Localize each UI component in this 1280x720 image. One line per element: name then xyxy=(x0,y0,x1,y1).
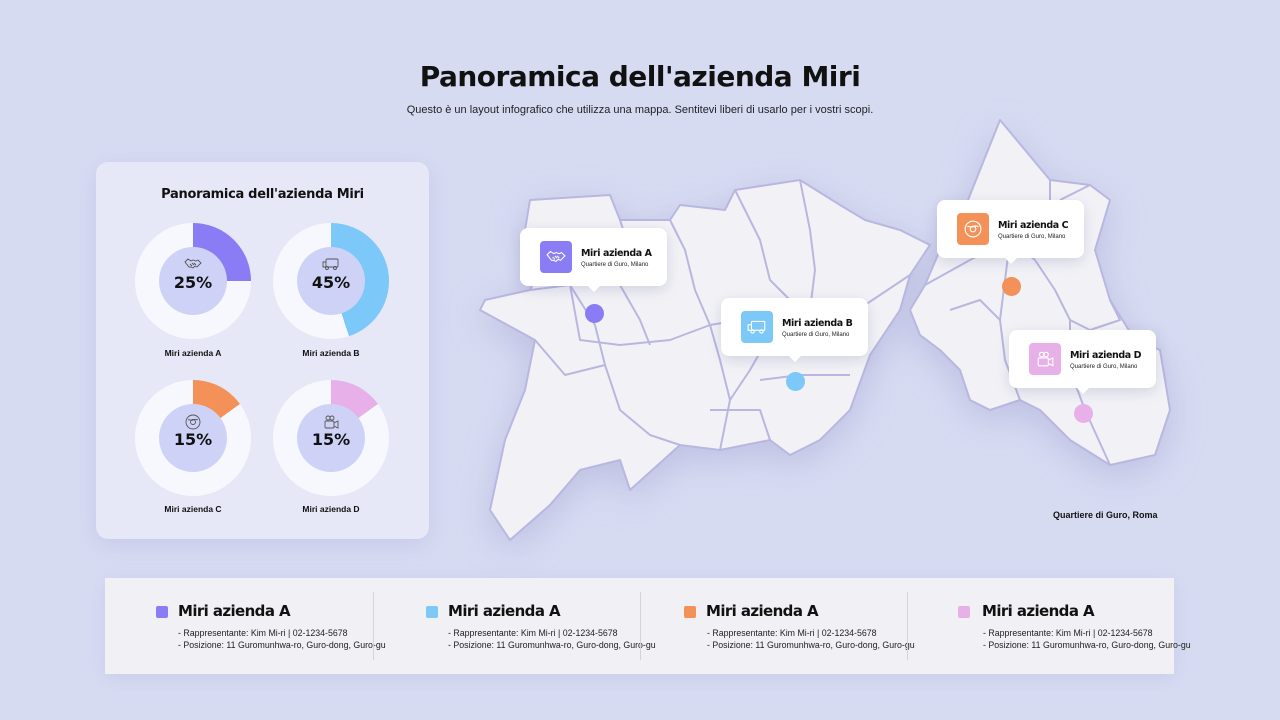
color-swatch xyxy=(684,606,696,618)
callout-title: Miri azienda D xyxy=(1070,350,1142,361)
video-camera-icon xyxy=(297,414,365,435)
company-info-bar: Miri azienda A - Rappresentante: Kim Mi-… xyxy=(105,578,1191,674)
map-callout-a[interactable]: Miri azienda A Quartiere di Guro, Milano xyxy=(520,228,667,292)
callout-title: Miri azienda B xyxy=(782,318,853,329)
callout-title: Miri azienda A xyxy=(581,248,652,259)
info-position: - Posizione: 11 Guromunhwa-ro, Guro-dong… xyxy=(707,640,915,650)
info-item: Miri azienda A - Rappresentante: Kim Mi-… xyxy=(105,578,386,674)
donut-chart-b: 45% xyxy=(273,223,389,339)
donut-value: 25% xyxy=(173,273,213,292)
callout-title: Miri azienda C xyxy=(998,220,1069,231)
callout-location: Quartiere di Guro, Milano xyxy=(782,332,850,338)
donut-chart-a: 25% xyxy=(135,223,251,339)
page-subtitle: Questo è un layout infografico che utili… xyxy=(406,104,874,116)
truck-icon xyxy=(297,257,365,276)
donut-label: Miri azienda A xyxy=(164,348,222,358)
donut-chart-d: 15% xyxy=(273,380,389,496)
info-position: - Posizione: 11 Guromunhwa-ro, Guro-dong… xyxy=(178,640,386,650)
map-pin-c[interactable] xyxy=(1002,277,1021,296)
info-position: - Posizione: 11 Guromunhwa-ro, Guro-dong… xyxy=(983,640,1191,650)
map-callout-d[interactable]: Miri azienda D Quartiere di Guro, Milano xyxy=(1009,330,1156,394)
handshake-icon xyxy=(540,241,572,273)
info-representative: - Rappresentante: Kim Mi-ri | 02-1234-56… xyxy=(448,628,618,638)
info-title: Miri azienda A xyxy=(178,602,291,620)
map-caption: Quartiere di Guro, Roma xyxy=(1053,510,1158,520)
divider xyxy=(640,592,641,660)
info-title: Miri azienda A xyxy=(982,602,1095,620)
callout-location: Quartiere di Guro, Milano xyxy=(1070,364,1138,370)
donut-value: 15% xyxy=(173,430,213,449)
callout-location: Quartiere di Guro, Milano xyxy=(581,262,649,268)
map-pin-a[interactable] xyxy=(585,304,604,323)
page-title: Panoramica dell'azienda Miri xyxy=(419,60,861,93)
truck-icon xyxy=(741,311,773,343)
divider xyxy=(373,592,374,660)
map-pin-d[interactable] xyxy=(1074,404,1093,423)
info-representative: - Rappresentante: Kim Mi-ri | 02-1234-56… xyxy=(178,628,348,638)
callout-location: Quartiere di Guro, Milano xyxy=(998,234,1066,240)
donut-icon xyxy=(957,213,989,245)
color-swatch xyxy=(958,606,970,618)
donut-label: Miri azienda B xyxy=(302,348,360,358)
donut-label: Miri azienda D xyxy=(302,504,360,514)
info-title: Miri azienda A xyxy=(448,602,561,620)
divider xyxy=(907,592,908,660)
donut-chart-c: 15% xyxy=(135,380,251,496)
info-item: Miri azienda A - Rappresentante: Kim Mi-… xyxy=(640,578,915,674)
donut-icon xyxy=(159,414,227,435)
info-title: Miri azienda A xyxy=(706,602,819,620)
donut-label: Miri azienda C xyxy=(164,504,222,514)
panel-title: Panoramica dell'azienda Miri xyxy=(161,187,364,202)
color-swatch xyxy=(156,606,168,618)
handshake-icon xyxy=(159,257,227,276)
info-item: Miri azienda A - Rappresentante: Kim Mi-… xyxy=(373,578,656,674)
map-callout-c[interactable]: Miri azienda C Quartiere di Guro, Milano xyxy=(937,200,1084,264)
info-representative: - Rappresentante: Kim Mi-ri | 02-1234-56… xyxy=(983,628,1153,638)
map-pin-b[interactable] xyxy=(786,372,805,391)
color-swatch xyxy=(426,606,438,618)
info-representative: - Rappresentante: Kim Mi-ri | 02-1234-56… xyxy=(707,628,877,638)
donut-value: 15% xyxy=(311,430,351,449)
donut-panel: Panoramica dell'azienda Miri 25% Miri az… xyxy=(96,162,429,539)
map-callout-b[interactable]: Miri azienda B Quartiere di Guro, Milano xyxy=(721,298,868,362)
donut-value: 45% xyxy=(311,273,351,292)
info-position: - Posizione: 11 Guromunhwa-ro, Guro-dong… xyxy=(448,640,656,650)
info-item: Miri azienda A - Rappresentante: Kim Mi-… xyxy=(907,578,1191,674)
video-camera-icon xyxy=(1029,343,1061,375)
